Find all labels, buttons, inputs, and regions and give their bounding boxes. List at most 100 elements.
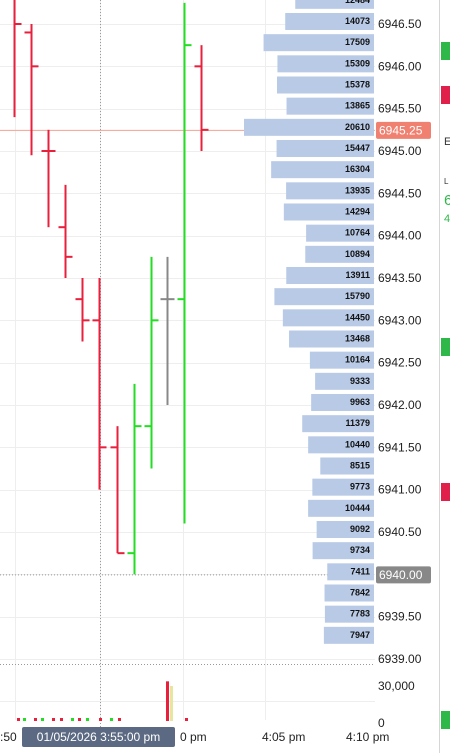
volume-bar [17, 718, 20, 721]
volume-profile-bar [274, 288, 374, 306]
volume-profile-bar [308, 436, 374, 454]
volume-profile-bar [277, 76, 374, 94]
green-status-chip[interactable] [441, 42, 450, 60]
price-axis-label: 6943.50 [378, 271, 422, 285]
volume-bars [17, 681, 188, 721]
volume-profile-label: 10164 [345, 355, 370, 365]
volume-profile-label: 9092 [350, 524, 370, 534]
right-side-panel: E L 6 4 [439, 0, 450, 753]
volume-bar [99, 718, 102, 721]
volume-profile-bar [282, 309, 374, 327]
volume-profile-bar [323, 626, 374, 644]
volume-axis-label: 30,000 [378, 679, 415, 693]
volume-profile-label: 15447 [345, 143, 370, 153]
volume-profile-label: 15378 [345, 80, 370, 90]
ohlc-bars [13, 0, 209, 575]
volume-bar [52, 718, 55, 721]
volume-profile-label: 7842 [350, 588, 370, 598]
price-axis-label: 6941.00 [378, 483, 422, 497]
price-axis-label: 6939.00 [378, 652, 422, 666]
volume-profile: 1426012484140731750915309153781386520610… [244, 0, 374, 644]
volume-profile-label: 13865 [345, 101, 370, 111]
volume-profile-bar [312, 478, 374, 496]
volume-profile-label: 9734 [350, 545, 370, 555]
volume-profile-label: 12484 [345, 0, 370, 5]
volume-profile-bar [285, 13, 374, 30]
volume-bar [41, 718, 44, 721]
volume-profile-bar [286, 97, 374, 115]
volume-profile-bar [276, 140, 374, 157]
price-axis: 6946.50 6946.00 6945.50 6945.00 6944.50 6944.… [378, 17, 422, 730]
volume-profile-label: 13935 [345, 185, 370, 195]
volume-profile-label: 10440 [345, 439, 370, 449]
current-price-tag-bg [376, 121, 431, 139]
volume-bar [23, 718, 26, 721]
price-axis-label: 6940.50 [378, 525, 422, 539]
price-axis-label: 6944.50 [378, 186, 422, 200]
volume-profile-bar [286, 267, 374, 284]
volume-profile-bar [324, 584, 374, 602]
volume-axis-label: 0 [378, 716, 385, 730]
volume-profile-bar [263, 34, 374, 52]
red-status-chip[interactable] [441, 483, 450, 501]
volume-profile-bar [312, 542, 374, 560]
volume-profile-bar [309, 351, 374, 369]
volume-profile-label: 10894 [345, 249, 370, 259]
price-axis-label: 6941.50 [378, 440, 422, 454]
volume-bar [86, 718, 89, 721]
volume-profile-bar [244, 118, 374, 136]
volume-profile-label: 14073 [345, 16, 370, 26]
volume-bar [71, 718, 74, 721]
right-panel-value: 4 [444, 213, 450, 225]
volume-profile-label: 16304 [345, 164, 370, 174]
volume-profile-label: 7947 [350, 630, 370, 640]
volume-bar [60, 718, 63, 721]
volume-profile-bar [283, 203, 374, 221]
time-axis-label: 4:10 pm [346, 730, 389, 744]
volume-profile-label: 10444 [345, 503, 370, 513]
volume-profile-label: 20610 [345, 122, 370, 132]
volume-bar [34, 718, 37, 721]
price-axis-label: 6939.50 [378, 610, 422, 624]
time-axis: :50 0 pm 4:05 pm 4:10 pm [0, 730, 389, 744]
volume-profile-bar [305, 245, 374, 263]
volume-profile-label: 11379 [345, 418, 370, 428]
time-axis-label: 4:05 pm [262, 730, 305, 744]
volume-profile-bar [316, 521, 374, 538]
volume-profile-bar [320, 457, 374, 475]
volume-profile-bar [315, 372, 374, 390]
right-panel-letter: E [444, 136, 450, 148]
volume-profile-label: 8515 [350, 461, 370, 471]
green-status-chip[interactable] [441, 338, 450, 356]
price-axis-label: 6942.00 [378, 398, 422, 412]
volume-profile-label: 7783 [350, 609, 370, 619]
volume-profile-label: 15309 [345, 58, 370, 68]
price-axis-label: 6943.00 [378, 313, 422, 327]
volume-profile-bar [271, 161, 374, 179]
volume-bar [166, 681, 169, 721]
price-axis-label: 6942.50 [378, 356, 422, 370]
volume-profile-label: 9963 [350, 397, 370, 407]
volume-profile-label: 9773 [350, 482, 370, 492]
volume-profile-bar [306, 224, 374, 242]
green-status-chip[interactable] [441, 711, 450, 729]
time-axis-label: 0 pm [180, 730, 207, 744]
volume-profile-bar [277, 55, 374, 73]
volume-profile-label: 17509 [345, 37, 370, 47]
right-panel-value: 6 [444, 192, 450, 209]
red-status-chip[interactable] [441, 86, 450, 104]
time-axis-label: :50 [0, 730, 17, 744]
volume-profile-bar [295, 0, 374, 9]
volume-profile-bar [302, 415, 374, 433]
price-axis-label: 6944.00 [378, 229, 422, 243]
volume-bar [118, 718, 121, 721]
volume-profile-label: 13468 [345, 334, 370, 344]
chart-grid [0, 0, 375, 727]
price-tags: 6945.25 6940.00 [376, 121, 431, 584]
volume-profile-bar [324, 605, 374, 623]
price-axis-label: 6945.00 [378, 144, 422, 158]
price-axis-label: 6946.50 [378, 17, 422, 31]
highlight-price-tag-bg [376, 566, 431, 584]
crosshair-time-label: 01/05/2026 3:55:00 pm [22, 727, 175, 747]
